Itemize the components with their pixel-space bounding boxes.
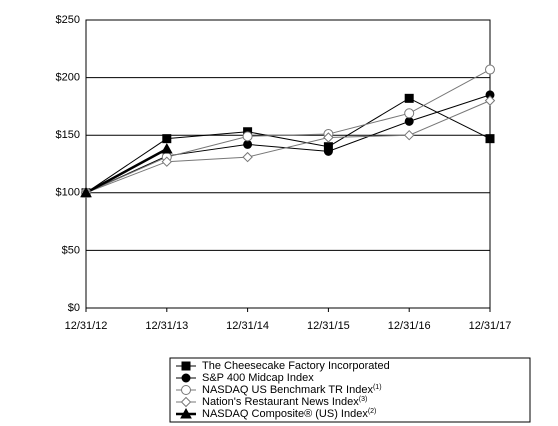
- marker: [404, 116, 414, 126]
- legend-name: NASDAQ Composite® (US) Index: [202, 408, 368, 420]
- legend-box: [169, 357, 531, 423]
- legend-note: (3): [359, 396, 368, 403]
- legend-note: (2): [368, 408, 377, 415]
- x-tick-label: 12/31/17: [469, 320, 512, 332]
- y-tick-label: $250: [56, 14, 80, 26]
- legend-label: NASDAQ US Benchmark TR Index(1): [202, 384, 382, 396]
- marker: [162, 134, 172, 144]
- legend-name: Nation's Restaurant News Index: [202, 396, 359, 408]
- marker: [80, 186, 92, 198]
- legend-label: The Cheesecake Factory Incorporated: [202, 360, 390, 372]
- legend-name: The Cheesecake Factory Incorporated: [202, 360, 390, 372]
- legend-label: NASDAQ Composite® (US) Index(2): [202, 408, 376, 420]
- plot-frame: [85, 19, 491, 309]
- marker: [242, 151, 253, 163]
- x-tick-label: 12/31/15: [307, 320, 350, 332]
- marker: [160, 142, 173, 154]
- legend-name: NASDAQ US Benchmark TR Index: [202, 384, 373, 396]
- marker: [243, 139, 253, 149]
- x-tick-label: 12/31/12: [65, 320, 108, 332]
- series-line: [85, 97, 491, 194]
- marker: [323, 132, 334, 143]
- marker: [403, 129, 415, 141]
- legend-label: Nation's Restaurant News Index(3): [202, 396, 367, 408]
- series-line: [85, 69, 491, 194]
- marker: [404, 93, 414, 103]
- x-tick-label: 12/31/13: [145, 320, 188, 332]
- y-tick-label: $150: [56, 129, 80, 141]
- x-tick-label: 12/31/16: [388, 320, 431, 332]
- y-tick-label: $200: [56, 72, 80, 84]
- marker: [161, 156, 173, 167]
- y-tick-label: $100: [56, 187, 80, 199]
- marker: [323, 146, 333, 156]
- y-tick-label: $50: [62, 244, 80, 256]
- legend-name: S&P 400 Midcap Index: [202, 372, 314, 384]
- marker: [485, 64, 495, 75]
- x-tick-label: 12/31/14: [226, 320, 269, 332]
- series-line: [85, 94, 491, 194]
- marker: [180, 396, 192, 408]
- marker: [485, 134, 495, 144]
- y-tick-label: $0: [68, 302, 80, 314]
- legend-note: (1): [373, 384, 382, 391]
- series-line: [85, 147, 168, 194]
- marker: [242, 131, 253, 142]
- legend-label: S&P 400 Midcap Index: [202, 372, 314, 384]
- marker: [181, 361, 191, 371]
- marker: [180, 407, 192, 419]
- series-line: [85, 100, 491, 194]
- marker: [181, 373, 191, 383]
- marker: [181, 385, 191, 395]
- marker: [404, 108, 415, 119]
- marker: [484, 95, 496, 106]
